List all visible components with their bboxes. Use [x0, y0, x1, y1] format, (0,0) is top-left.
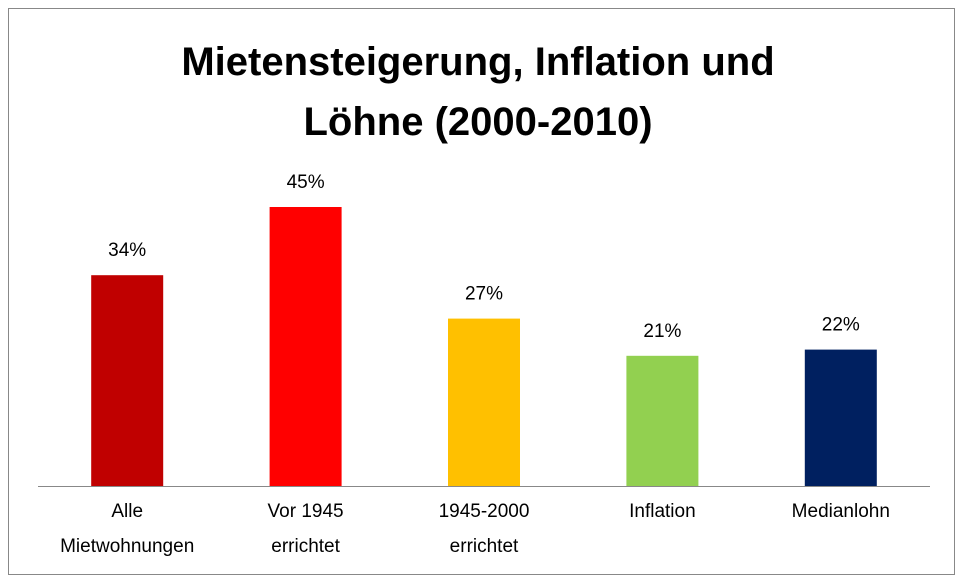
x-tick-label: Vor 1945 errichtet [267, 501, 344, 557]
data-label: 22% [822, 315, 860, 336]
chart-title: Mietensteigerung, Inflation und Löhne (2… [181, 40, 775, 144]
bar [804, 349, 877, 486]
bar [269, 207, 342, 486]
chart-border [8, 8, 955, 575]
x-tick-label: Alle Mietwohnungen [60, 501, 195, 557]
data-label: 21% [643, 321, 681, 342]
x-tick-label: Medianlohn [791, 501, 890, 522]
x-tick-label: 1945-2000 errichtet [438, 501, 530, 557]
bar [91, 275, 164, 486]
bar [626, 355, 699, 486]
data-label: 34% [108, 240, 146, 261]
data-label: 45% [287, 172, 325, 193]
data-label: 27% [465, 284, 503, 305]
bar [448, 318, 520, 486]
x-tick-label: Inflation [629, 501, 696, 522]
